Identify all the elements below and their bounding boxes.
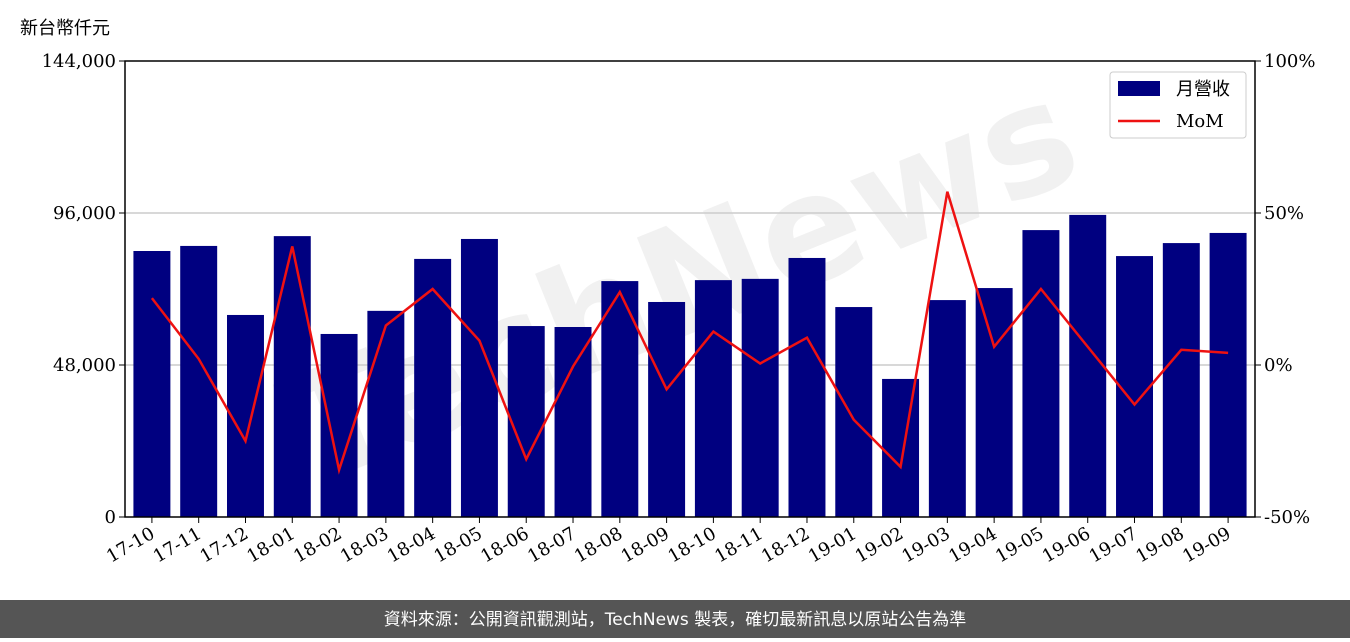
bar [554,327,592,517]
bar [320,333,358,517]
x-tick-label: 19-07 [1086,523,1141,567]
x-tick-label: 18-10 [664,523,719,567]
x-tick-label: 18-04 [384,523,439,567]
y-tick-label: 96,000 [53,203,116,224]
x-tick-label: 18-08 [571,523,626,567]
x-tick-label: 18-01 [243,523,298,567]
bar [648,301,686,517]
bar [1209,232,1247,517]
plot-frame [124,60,1256,518]
x-tick-label: 17-10 [103,523,158,567]
legend-swatch [1118,81,1160,96]
legend-label: MoM [1176,111,1224,132]
x-tick-label: 19-04 [945,523,1000,567]
x-tick-label: 18-06 [477,523,532,567]
bar [1022,230,1060,517]
y-tick-label: 144,000 [42,51,116,72]
y-tick-label: 0 [105,507,116,528]
x-tick-label: 17-11 [150,523,205,567]
y2-tick-label: 50% [1264,203,1304,224]
x-tick-label: 18-11 [711,523,766,567]
bar [694,280,732,517]
bar [227,314,264,517]
x-tick-label: 19-08 [1132,523,1187,567]
bar [507,326,545,517]
x-tick-label: 19-02 [852,523,907,567]
x-tick-label: 18-07 [524,523,579,567]
x-tick-label: 18-03 [337,523,392,567]
bar [928,300,966,517]
bar [367,310,405,517]
x-tick-label: 19-06 [1039,523,1094,567]
y2-tick-label: -50% [1264,507,1310,528]
x-tick-label: 18-09 [618,523,673,567]
legend-label: 月營收 [1176,79,1230,100]
bar [741,278,779,517]
footer-bar [0,600,1350,638]
bar [1162,243,1200,518]
y2-tick-label: 100% [1264,51,1315,72]
x-tick-label: 17-12 [197,523,252,567]
y-axis-label: 新台幣仟元 [20,18,110,39]
bar [882,378,920,517]
footer-text: 資料來源：公開資訊觀測站，TechNews 製表，確切最新訊息以原站公告為準 [384,610,966,630]
bar [460,238,498,517]
bar [788,257,826,517]
bar [1069,214,1107,517]
y-tick-label: 48,000 [53,355,116,376]
y2-tick-label: 0% [1264,355,1293,376]
x-tick-label: 19-03 [898,523,953,567]
x-tick-label: 19-05 [992,523,1047,567]
bar [273,236,311,517]
line [150,191,1229,475]
x-tick-label: 18-02 [290,523,345,567]
bar [1116,256,1153,517]
bar [975,288,1013,517]
x-tick-label: 19-01 [805,523,860,567]
bar [835,307,873,517]
x-tick-label: 18-05 [431,523,486,567]
x-tick-label: 19-09 [1179,523,1234,567]
x-tick-label: 18-12 [758,523,813,567]
bar [133,251,171,517]
